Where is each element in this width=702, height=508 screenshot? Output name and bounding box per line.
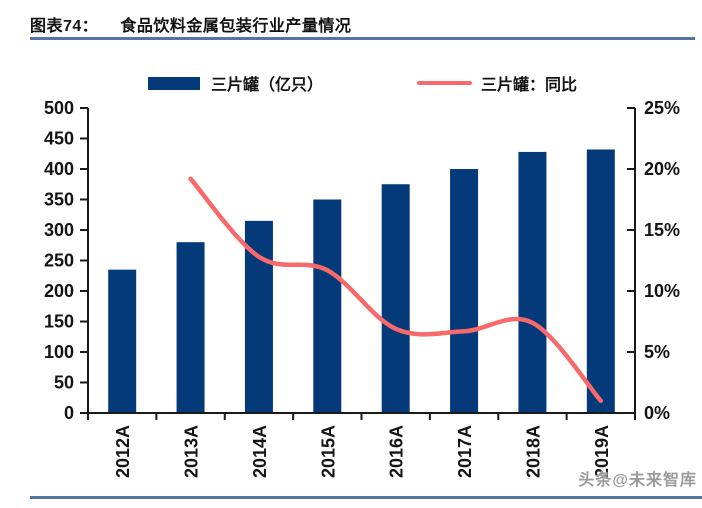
- right-axis-label: 10%: [644, 281, 680, 301]
- right-axis-label: 25%: [644, 98, 680, 118]
- left-axis-label: 350: [44, 190, 74, 210]
- bar-2012A: [108, 269, 137, 413]
- bar-2013A: [176, 242, 205, 413]
- x-axis-label: 2014A: [250, 425, 270, 478]
- footer-divider: [30, 496, 702, 499]
- right-axis-label: 5%: [644, 342, 670, 362]
- right-axis-label: 0%: [644, 403, 670, 423]
- left-axis-label: 200: [44, 281, 74, 301]
- bar-2016A: [381, 184, 410, 413]
- right-axis-label: 15%: [644, 220, 680, 240]
- x-axis-label: 2015A: [318, 425, 338, 478]
- left-axis-label: 450: [44, 129, 74, 149]
- line-series-swatch-icon: [417, 81, 472, 85]
- x-axis-label: 2019A: [592, 425, 612, 478]
- figure-number: 图表74：: [30, 18, 99, 35]
- left-axis-label: 400: [44, 159, 74, 179]
- x-axis-label: 2018A: [523, 425, 543, 478]
- left-axis-label: 250: [44, 251, 74, 271]
- legend-item-yoy: 三片罐：同比: [417, 71, 577, 95]
- bar-2019A: [586, 149, 615, 414]
- left-axis-label: 300: [44, 220, 74, 240]
- left-axis-label: 500: [44, 98, 74, 118]
- legend-bar-label: 三片罐（亿只）: [211, 77, 324, 94]
- x-axis-label: 2017A: [455, 425, 475, 478]
- bar-series-swatch-icon: [148, 76, 200, 90]
- figure-name: 食品饮料金属包装行业产量情况: [120, 18, 352, 35]
- legend-line-label: 三片罐：同比: [481, 77, 578, 94]
- legend-item-cans: 三片罐（亿只）: [148, 71, 323, 95]
- x-axis-label: 2016A: [387, 425, 407, 478]
- left-axis-label: 150: [44, 312, 74, 332]
- right-axis-label: 20%: [644, 159, 680, 179]
- chart-legend: 三片罐（亿只） 三片罐：同比: [0, 71, 702, 95]
- bar-2014A: [244, 220, 273, 413]
- left-axis-label: 50: [54, 373, 74, 393]
- left-axis-label: 0: [64, 403, 74, 423]
- bar-2017A: [450, 169, 479, 413]
- watermark: 头条@未来智库: [578, 472, 697, 489]
- title-underline: [30, 37, 695, 40]
- figure-title: 图表74： 食品饮料金属包装行业产量情况: [30, 12, 351, 36]
- yoy-line: [188, 176, 604, 404]
- left-axis-label: 100: [44, 342, 74, 362]
- bar-2018A: [518, 151, 547, 414]
- bar-2015A: [313, 199, 342, 413]
- x-axis-label: 2012A: [113, 425, 133, 478]
- x-axis-label: 2013A: [182, 425, 202, 478]
